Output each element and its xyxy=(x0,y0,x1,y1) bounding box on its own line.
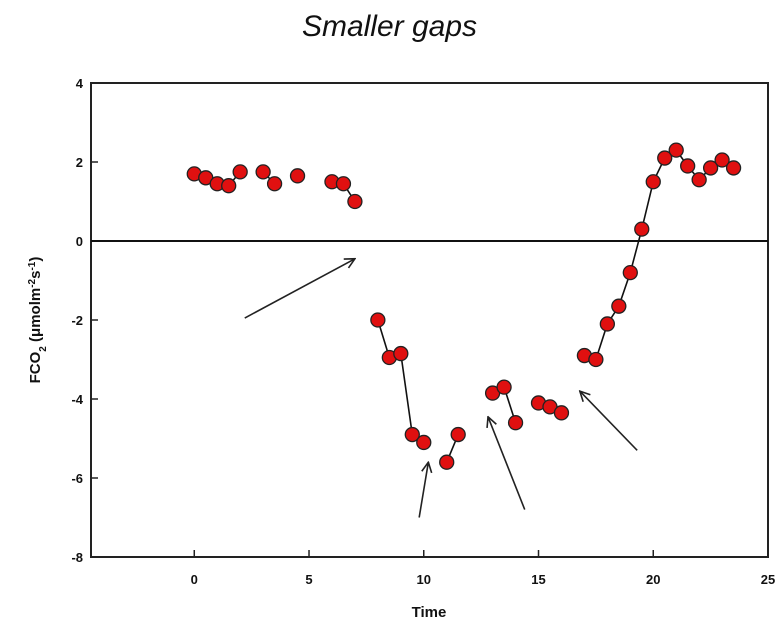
data-point xyxy=(404,426,420,443)
y-tick-label: 0 xyxy=(76,234,83,249)
y-tick-label: -2 xyxy=(71,313,83,328)
y-tick-label: -6 xyxy=(71,471,83,486)
data-point xyxy=(588,351,604,368)
y-tick-label: -8 xyxy=(71,550,83,565)
data-point xyxy=(347,193,363,210)
y-tick-label: 4 xyxy=(76,76,84,91)
annotation-arrows xyxy=(244,259,638,518)
data-point xyxy=(221,178,237,194)
series-segment xyxy=(377,319,425,444)
data-point xyxy=(691,172,707,188)
y-axis: -8 -6 -4 -2 0 2 4 xyxy=(71,76,98,565)
y-axis-title-exp2: -1 xyxy=(27,261,38,270)
data-point xyxy=(496,379,512,395)
data-point xyxy=(611,298,627,314)
x-tick-label: 10 xyxy=(417,572,431,587)
data-point xyxy=(507,415,524,431)
data-point xyxy=(439,454,455,470)
data-point xyxy=(450,426,466,443)
data-point xyxy=(266,176,283,192)
data-point xyxy=(289,168,306,184)
x-tick-label: 15 xyxy=(531,572,545,587)
data-point xyxy=(680,158,696,174)
data-point xyxy=(714,152,730,168)
data-point xyxy=(668,142,684,158)
x-tick-label: 5 xyxy=(305,572,312,587)
data-points xyxy=(186,142,742,470)
data-point xyxy=(645,174,661,190)
x-tick-label: 20 xyxy=(646,572,660,587)
data-point xyxy=(255,164,271,180)
data-point xyxy=(370,312,386,328)
data-point xyxy=(393,345,409,362)
series-lines xyxy=(194,149,735,463)
chart-title: Smaller gaps xyxy=(301,10,478,43)
y-axis-title-mu: μ xyxy=(27,328,44,337)
x-axis-title: Time xyxy=(412,604,447,621)
gap-arrow xyxy=(418,462,428,518)
data-point xyxy=(232,164,248,180)
data-point xyxy=(599,316,616,332)
gap-arrow xyxy=(244,259,355,319)
data-point xyxy=(416,434,432,451)
gap-arrow xyxy=(580,391,638,451)
x-axis: 0 5 10 15 20 25 xyxy=(191,550,775,587)
data-point xyxy=(702,160,719,176)
y-axis-title-unit: molm xyxy=(27,288,44,328)
y-axis-title-close: ) xyxy=(27,257,44,262)
gap-arrow xyxy=(488,417,526,510)
x-tick-label: 0 xyxy=(191,572,198,587)
data-point xyxy=(622,264,638,281)
data-point xyxy=(725,160,742,176)
y-tick-label: 2 xyxy=(76,155,83,170)
x-tick-label: 25 xyxy=(761,572,775,587)
data-point xyxy=(335,176,352,192)
y-axis-title-exp1: -2 xyxy=(27,278,38,287)
y-axis-title-s: s xyxy=(27,271,44,279)
y-axis-title-sub: 2 xyxy=(38,346,49,352)
data-point xyxy=(657,150,673,166)
data-point xyxy=(553,405,570,421)
y-axis-title-main: FCO xyxy=(27,351,44,383)
y-tick-label: -4 xyxy=(71,392,83,407)
y-axis-title-open: ( xyxy=(27,337,44,346)
data-point xyxy=(634,221,650,237)
y-axis-title: FCO2 (μmolm-2s-1) xyxy=(27,257,49,384)
